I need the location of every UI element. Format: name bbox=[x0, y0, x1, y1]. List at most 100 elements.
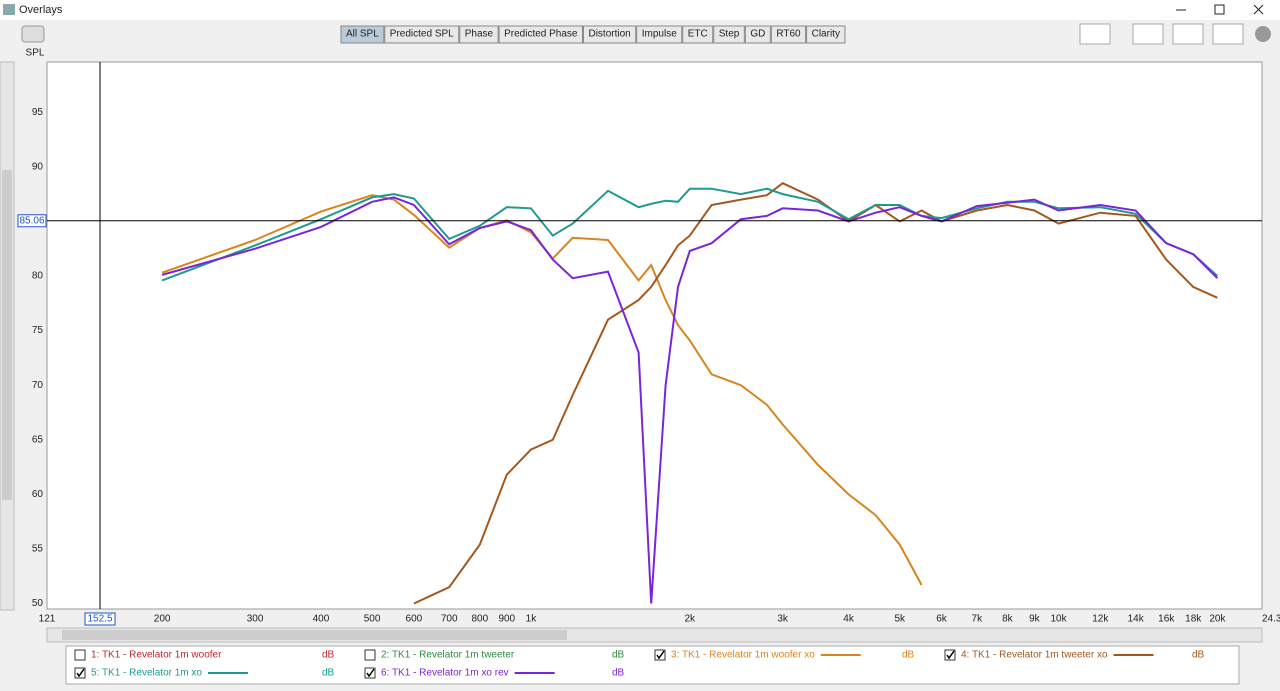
tab[interactable]: Predicted SPL bbox=[384, 25, 460, 44]
legend-label[interactable]: 5: TK1 - Revelator 1m xo bbox=[91, 668, 202, 679]
legend-checkbox[interactable] bbox=[654, 649, 666, 661]
x-tick-label: 9k bbox=[1029, 614, 1041, 625]
legend-unit: dB bbox=[612, 668, 625, 679]
x-tick-label: 6k bbox=[936, 614, 948, 625]
app-icon bbox=[3, 4, 15, 15]
checkmark bbox=[76, 668, 85, 678]
checkmark bbox=[656, 650, 665, 660]
legend-checkbox[interactable] bbox=[364, 649, 376, 661]
x-tick-label: 400 bbox=[313, 614, 330, 625]
legend-checkbox[interactable] bbox=[944, 649, 956, 661]
window-title: Overlays bbox=[19, 4, 63, 16]
tab-label: Clarity bbox=[812, 29, 840, 40]
legend-label[interactable]: 6: TK1 - Revelator 1m xo rev bbox=[381, 668, 509, 679]
y-tick-label: 55 bbox=[32, 544, 44, 555]
y-tick-label: 70 bbox=[32, 380, 44, 391]
legend-label[interactable]: 3: TK1 - Revelator 1m woofer xo bbox=[671, 650, 815, 661]
tab-label: GD bbox=[750, 29, 765, 40]
x-tick-label: 5k bbox=[894, 614, 906, 625]
legend-label[interactable]: 2: TK1 - Revelator 1m tweeter bbox=[381, 650, 515, 661]
y-tick-label: 95 bbox=[32, 107, 44, 118]
legend-checkbox[interactable] bbox=[364, 667, 376, 679]
tab-button[interactable] bbox=[682, 25, 714, 44]
x-tick-label: 4k bbox=[843, 614, 855, 625]
settings-button[interactable] bbox=[1255, 26, 1271, 42]
tab[interactable]: RT60 bbox=[770, 25, 807, 44]
x-tick-label: 20k bbox=[1209, 614, 1226, 625]
y-tick-label: 60 bbox=[32, 489, 44, 500]
tab[interactable]: Phase bbox=[459, 25, 499, 44]
tab-label: Predicted SPL bbox=[390, 29, 454, 40]
legend-unit: dB bbox=[902, 650, 915, 661]
legend-label[interactable]: 1: TK1 - Revelator 1m woofer bbox=[91, 650, 222, 661]
legend-checkbox[interactable] bbox=[74, 649, 86, 661]
x-tick-label: 12k bbox=[1092, 614, 1109, 625]
x-tick-label: 900 bbox=[498, 614, 515, 625]
y-tick-label: 75 bbox=[32, 325, 44, 336]
x-tick-label: 200 bbox=[154, 614, 171, 625]
x-tick-label: 500 bbox=[364, 614, 381, 625]
legend-unit: dB bbox=[322, 668, 335, 679]
legend-unit: dB bbox=[322, 650, 335, 661]
tab-label: Distortion bbox=[588, 29, 630, 40]
y-tick-label: 90 bbox=[32, 161, 44, 172]
tab-button[interactable] bbox=[582, 25, 637, 44]
overlay-tool[interactable] bbox=[1079, 23, 1111, 45]
pan-tool[interactable] bbox=[1212, 23, 1244, 45]
title-bar bbox=[0, 0, 1280, 20]
tab[interactable]: GD bbox=[744, 25, 771, 44]
x-tick-label: 18k bbox=[1185, 614, 1202, 625]
cursor-x-readout: 152.5 bbox=[88, 614, 113, 625]
split-tool[interactable] bbox=[1172, 23, 1204, 45]
tab[interactable]: Impulse bbox=[636, 25, 683, 44]
tab[interactable]: All SPL bbox=[340, 25, 385, 44]
tab-bar: All SPL Predicted SPL Phase Predicted Phase… bbox=[340, 25, 846, 44]
x-tick-label: 16k bbox=[1158, 614, 1175, 625]
checkmark bbox=[946, 650, 955, 660]
tab-label: ETC bbox=[688, 29, 708, 40]
x-tick-label: 800 bbox=[471, 614, 488, 625]
scroll-thumb[interactable] bbox=[2, 170, 12, 500]
close-button[interactable] bbox=[1253, 4, 1264, 15]
x-tick-label: 700 bbox=[441, 614, 458, 625]
plot-area bbox=[46, 61, 1263, 610]
series-line bbox=[161, 196, 1219, 604]
tab[interactable]: Distortion bbox=[582, 25, 637, 44]
tab[interactable]: ETC bbox=[682, 25, 714, 44]
tab-label: RT60 bbox=[776, 29, 801, 40]
restore-button[interactable] bbox=[1214, 4, 1225, 15]
tab-button[interactable] bbox=[340, 25, 385, 44]
tab-button[interactable] bbox=[498, 25, 583, 44]
tab-button[interactable] bbox=[713, 25, 745, 44]
scroll-thumb[interactable] bbox=[62, 630, 567, 640]
tab-button[interactable] bbox=[806, 25, 846, 44]
legend-unit: dB bbox=[1192, 650, 1205, 661]
x-tick-label: 8k bbox=[1002, 614, 1014, 625]
legend-checkbox[interactable] bbox=[74, 667, 86, 679]
series-line bbox=[161, 194, 923, 586]
cursor-y-box bbox=[17, 214, 47, 228]
x-tick-label: 300 bbox=[247, 614, 264, 625]
x-tick-label: 2k bbox=[684, 614, 696, 625]
tab[interactable]: Clarity bbox=[806, 25, 846, 44]
legend-label[interactable]: 4: TK1 - Revelator 1m tweeter xo bbox=[961, 650, 1108, 661]
tab-button[interactable] bbox=[744, 25, 771, 44]
y-tick-label: 65 bbox=[32, 434, 44, 445]
limits-tool[interactable] bbox=[1132, 23, 1164, 45]
tab[interactable]: Step bbox=[713, 25, 745, 44]
x-tick-label: 600 bbox=[406, 614, 423, 625]
tab-button[interactable] bbox=[770, 25, 807, 44]
tab-label: Impulse bbox=[642, 29, 677, 40]
x-tick-label: 121 bbox=[39, 614, 56, 625]
tab-button[interactable] bbox=[384, 25, 460, 44]
tab-label: Phase bbox=[465, 29, 494, 40]
series-line bbox=[413, 182, 1218, 605]
tab-button[interactable] bbox=[636, 25, 683, 44]
tab-button[interactable] bbox=[459, 25, 499, 44]
camera-button[interactable] bbox=[21, 25, 45, 43]
checkmark bbox=[366, 668, 375, 678]
tab[interactable]: Predicted Phase bbox=[498, 25, 583, 44]
x-tick-label: 10k bbox=[1050, 614, 1067, 625]
x-tick-label: 24.3kHz bbox=[1262, 614, 1280, 625]
